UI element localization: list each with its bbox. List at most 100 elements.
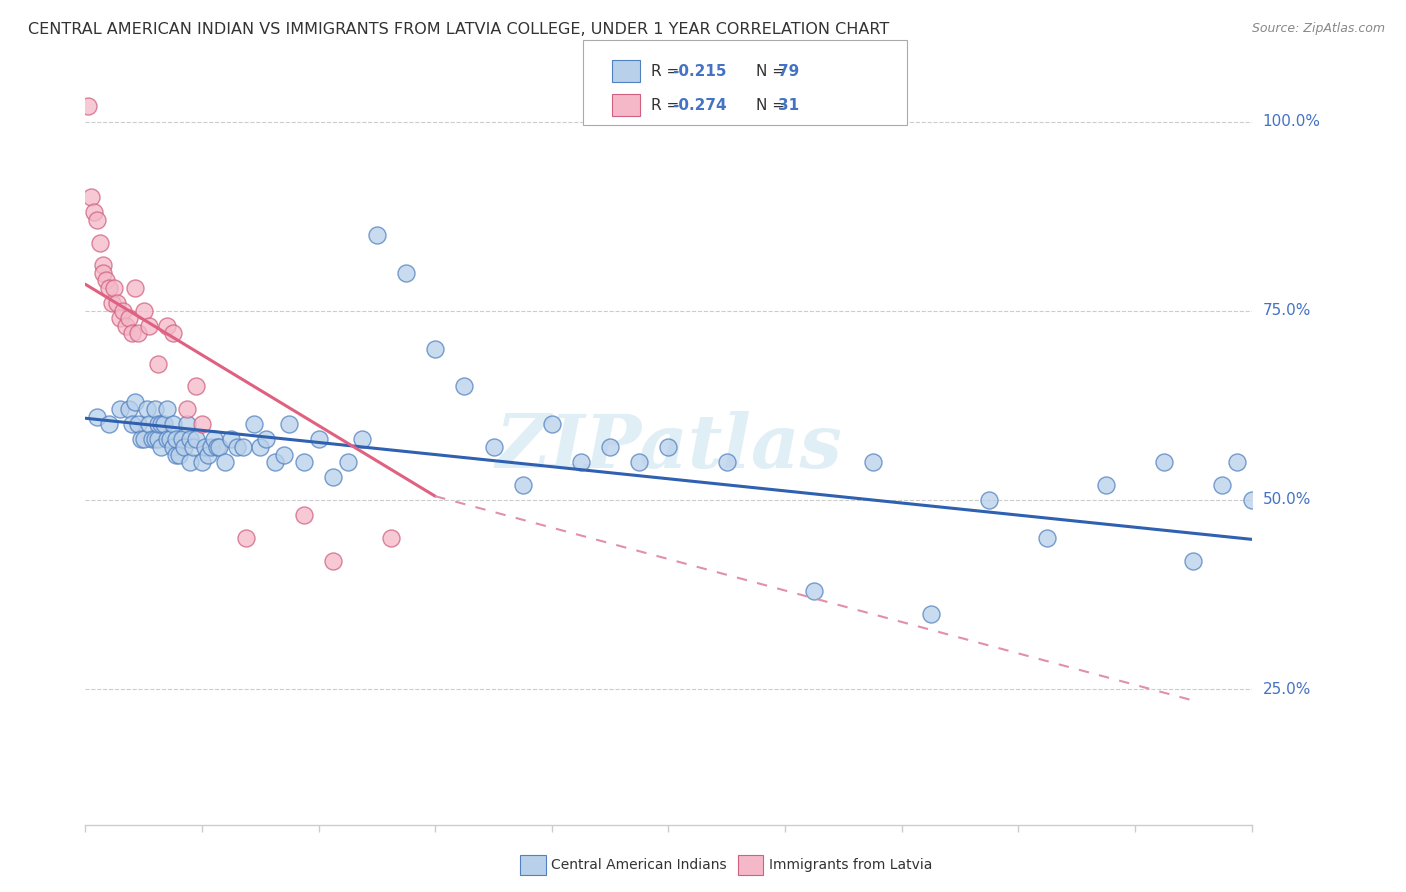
Point [273, 448, 295, 462]
Text: R =: R = [651, 63, 685, 78]
Point [124, 394, 146, 409]
Point [1226, 455, 1249, 469]
Text: Immigrants from Latvia: Immigrants from Latvia [769, 858, 932, 872]
Point [77, 99, 100, 113]
Point [148, 357, 170, 371]
Point [148, 417, 170, 432]
Point [208, 440, 231, 454]
Point [184, 433, 207, 447]
Point [366, 228, 388, 243]
Point [179, 433, 201, 447]
Point [156, 318, 179, 333]
Point [1036, 531, 1059, 545]
Point [1211, 478, 1233, 492]
Point [263, 455, 285, 469]
Point [1094, 478, 1116, 492]
Point [254, 433, 277, 447]
Point [395, 266, 418, 280]
Point [124, 281, 146, 295]
Point [979, 493, 1001, 508]
Point [184, 379, 207, 393]
Point [243, 417, 266, 432]
Point [862, 455, 884, 469]
Point [110, 402, 132, 417]
Text: ZIPatlas: ZIPatlas [495, 410, 842, 483]
Point [176, 402, 198, 417]
Point [322, 553, 344, 567]
Point [380, 531, 402, 545]
Point [453, 379, 475, 393]
Point [150, 417, 173, 432]
Point [803, 583, 825, 598]
Point [599, 440, 621, 454]
Point [1182, 553, 1205, 567]
Point [89, 235, 111, 250]
Point [86, 409, 108, 424]
Point [97, 417, 120, 432]
Point [127, 326, 149, 341]
Point [322, 470, 344, 484]
Point [150, 440, 173, 454]
Text: 100.0%: 100.0% [1263, 114, 1320, 129]
Point [80, 190, 103, 204]
Text: R =: R = [651, 98, 685, 112]
Point [165, 448, 187, 462]
Text: Central American Indians: Central American Indians [551, 858, 727, 872]
Point [569, 455, 592, 469]
Point [165, 433, 187, 447]
Point [153, 417, 176, 432]
Point [235, 531, 257, 545]
Point [292, 508, 315, 522]
Point [205, 440, 228, 454]
Point [94, 273, 117, 287]
Point [352, 433, 374, 447]
Point [110, 311, 132, 326]
Point [173, 440, 195, 454]
Point [425, 342, 447, 356]
Point [118, 311, 141, 326]
Text: 31: 31 [778, 98, 799, 112]
Point [138, 417, 160, 432]
Point [191, 417, 214, 432]
Point [628, 455, 651, 469]
Point [156, 433, 179, 447]
Point [202, 433, 225, 447]
Point [716, 455, 738, 469]
Point [132, 433, 155, 447]
Text: 25.0%: 25.0% [1263, 681, 1310, 697]
Point [176, 417, 198, 432]
Text: 50.0%: 50.0% [1263, 492, 1310, 508]
Point [91, 266, 114, 280]
Text: 75.0%: 75.0% [1263, 303, 1310, 318]
Point [292, 455, 315, 469]
Point [540, 417, 562, 432]
Point [219, 433, 242, 447]
Point [148, 433, 170, 447]
Point [167, 448, 190, 462]
Point [112, 303, 135, 318]
Point [278, 417, 301, 432]
Point [197, 448, 219, 462]
Point [103, 281, 125, 295]
Text: -0.274: -0.274 [672, 98, 727, 112]
Point [482, 440, 505, 454]
Point [162, 326, 184, 341]
Point [121, 326, 143, 341]
Point [118, 402, 141, 417]
Point [249, 440, 271, 454]
Point [162, 417, 184, 432]
Point [657, 440, 679, 454]
Point [135, 402, 157, 417]
Text: 79: 79 [778, 63, 799, 78]
Point [138, 318, 160, 333]
Text: N =: N = [756, 63, 790, 78]
Point [129, 433, 152, 447]
Point [200, 440, 222, 454]
Point [115, 318, 138, 333]
Point [920, 607, 942, 621]
Point [143, 433, 166, 447]
Point [226, 440, 249, 454]
Point [100, 296, 122, 310]
Point [162, 440, 184, 454]
Point [194, 440, 217, 454]
